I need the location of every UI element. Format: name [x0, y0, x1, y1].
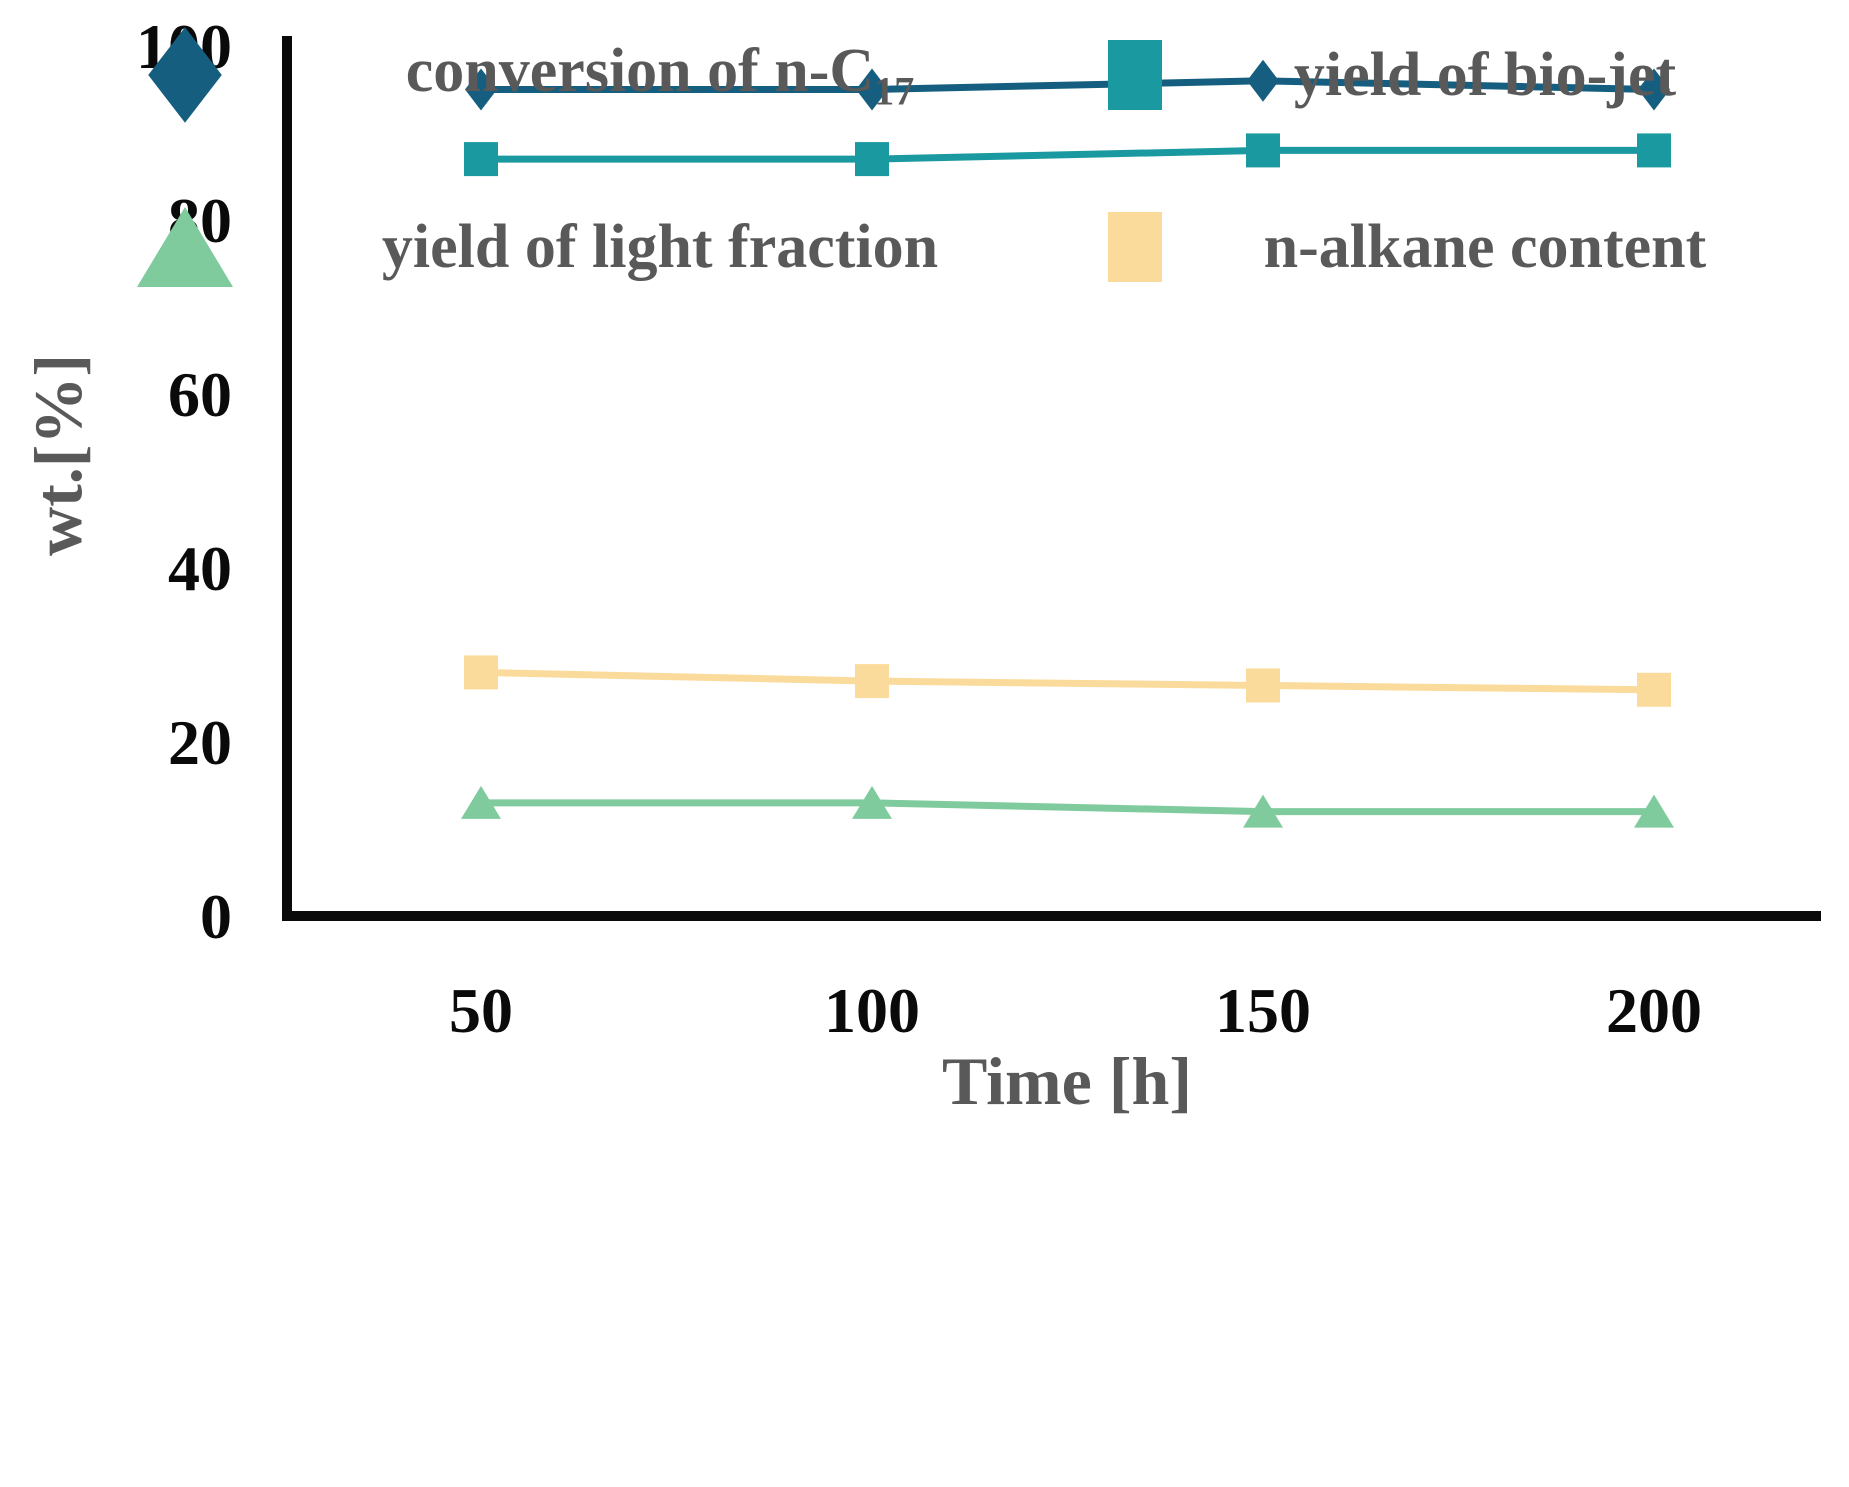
legend-label-light-fraction: yield of light fraction: [381, 212, 939, 281]
diamond-marker-icon: [148, 27, 222, 123]
legend-item-light-fraction: [110, 207, 260, 287]
marker-square-yield-of-bio-jet: [855, 142, 889, 177]
legend-label-subscript: 17: [874, 68, 915, 114]
series-line-yield-of-bio-jet: [481, 146, 1654, 163]
legend-item-conversion: [110, 27, 260, 123]
series-line-n-alkane-content: [480, 668, 1655, 694]
x-axis-title: Time [h]: [942, 1043, 1192, 1119]
x-tick-label: 200: [1606, 975, 1702, 1046]
x-tick-label: 150: [1215, 975, 1311, 1046]
x-tick-label: 100: [824, 975, 920, 1046]
x-tick-label: 50: [449, 975, 513, 1046]
square-marker-icon: [1108, 212, 1162, 282]
legend-item-bio-jet: [1060, 40, 1210, 110]
y-tick-label: 20: [168, 707, 232, 778]
marker-square-yield-of-bio-jet: [1637, 133, 1671, 168]
legend-row-1: conversion of n-C17 yield of bio-jet: [0, 0, 1849, 150]
chart-legend: conversion of n-C17 yield of bio-jet yie…: [0, 0, 1849, 344]
series-line-yield-of-light-fraction: [481, 799, 1654, 816]
marker-square-n-alkane-content: [855, 664, 889, 699]
marker-square-n-alkane-content: [1246, 668, 1280, 703]
marker-diamond-conversion-of-n-c17: [1638, 68, 1670, 111]
marker-square-n-alkane-content: [464, 655, 498, 690]
marker-triangle-yield-of-light-fraction: [1243, 794, 1283, 828]
legend-label-conversion: conversion of n-C17: [260, 36, 1060, 114]
marker-diamond-conversion-of-n-c17: [856, 68, 888, 111]
marker-square-yield-of-bio-jet: [1246, 133, 1280, 168]
marker-diamond-conversion-of-n-c17: [465, 68, 497, 111]
y-tick-label: 0: [200, 881, 232, 952]
legend-item-n-alkane: [1060, 212, 1210, 282]
marker-triangle-yield-of-light-fraction: [852, 785, 892, 819]
marker-diamond-conversion-of-n-c17: [1247, 59, 1279, 102]
legend-label-text: conversion of n-C: [405, 36, 875, 105]
y-tick-label: 40: [168, 533, 232, 604]
series-line-conversion-of-n-c17: [481, 77, 1655, 93]
legend-label-bio-jet: yield of bio-jet: [1293, 40, 1677, 109]
legend-row-2: yield of light fraction n-alkane content: [0, 172, 1849, 322]
marker-square-n-alkane-content: [1637, 672, 1671, 707]
marker-triangle-yield-of-light-fraction: [1634, 794, 1674, 828]
marker-square-yield-of-bio-jet: [464, 142, 498, 177]
y-tick-label: 60: [168, 359, 232, 430]
y-axis-title: wt.[%]: [20, 354, 96, 556]
legend-label-n-alkane: n-alkane content: [1263, 212, 1707, 281]
triangle-marker-icon: [137, 207, 233, 287]
square-marker-icon: [1108, 40, 1162, 110]
marker-triangle-yield-of-light-fraction: [461, 785, 501, 819]
